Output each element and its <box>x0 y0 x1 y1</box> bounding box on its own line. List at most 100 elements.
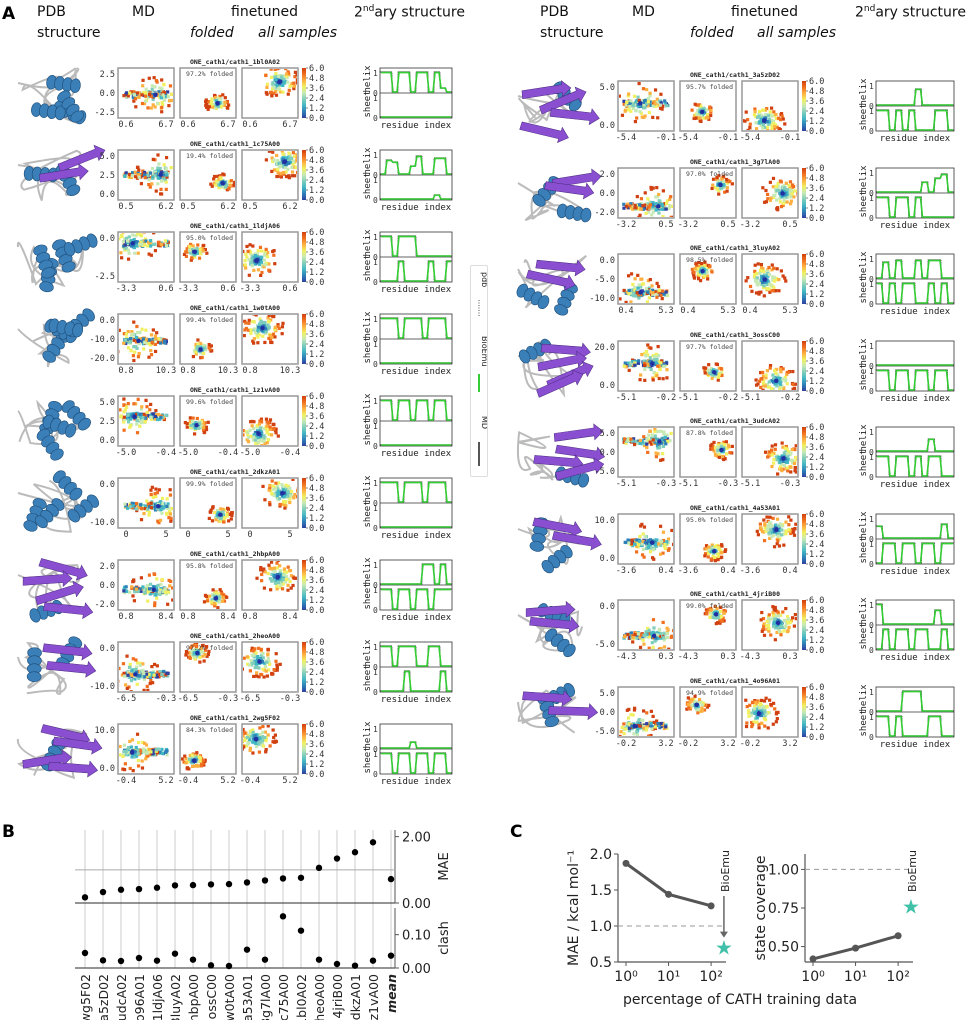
clash-point <box>243 946 251 953</box>
category-label: 3udcA02 <box>114 974 129 1020</box>
x-tick: 8.4 <box>158 612 173 622</box>
ss-tick-one: 1 <box>869 713 874 722</box>
x-tick: -0.3 <box>156 694 176 704</box>
folded-percentage: 95.7% folded <box>686 83 733 91</box>
protein-row: ONE_cath1/cath1_4a53A01 95.0% folded 10.0 0… <box>500 501 960 597</box>
clash-point <box>315 956 323 963</box>
bioemu-line-sheet <box>381 752 451 774</box>
protein-row-svg: ONE_cath1/cath1_1ldjA06 95.0% folded 0.0 -2… <box>16 222 453 295</box>
colorbar-tick: 1.2 <box>309 350 324 360</box>
xtick: 10⁰ <box>614 969 638 985</box>
x-tick: 6.2 <box>220 202 235 212</box>
protein-row-svg: ONE_cath1/cath1_3a5zD02 95.7% folded 5.0 0.… <box>517 71 955 144</box>
colorbar-tick: 6.0 <box>309 146 324 156</box>
x-tick: -3.6 <box>616 566 636 576</box>
x-tick: 10.3 <box>218 366 238 376</box>
bioemu-line-sheet <box>381 260 451 282</box>
colorbar-tick: 3.6 <box>309 84 324 94</box>
x-tick: -6.5 <box>240 694 260 704</box>
ylabel: MAE / kcal mol⁻¹ <box>566 850 582 966</box>
mae-point <box>189 881 197 889</box>
x-tick: -5.4 <box>740 133 760 143</box>
bioemu-line-sheet <box>381 588 451 610</box>
bioemu-line-sheet <box>877 455 953 477</box>
ss-label-sheet: sheet <box>363 418 373 445</box>
row-title: ONE_cath1/cath1_3udcA02 <box>690 417 780 425</box>
ss-label-helix: helix <box>859 164 869 192</box>
header-md-right: MD <box>632 4 655 20</box>
x-tick: -5.1 <box>678 393 698 403</box>
secondary-structure-legend: pdb BioEmu MD <box>470 265 489 477</box>
ss-xlabel: residue index <box>381 777 452 787</box>
colorbar-tick: 3.6 <box>809 97 824 107</box>
panel-label-c: C <box>510 822 523 842</box>
x-tick: 0.8 <box>180 366 195 376</box>
colorbar-tick: 6.0 <box>309 474 324 484</box>
y-tick: 20.0 <box>595 343 615 353</box>
y-tick: 0.0 <box>100 644 115 654</box>
scatter-folded <box>679 253 737 305</box>
ss-tick-one: 1 <box>373 643 378 652</box>
ss-tick-one: 1 <box>373 258 378 267</box>
folded-percentage: 98.5% folded <box>686 256 733 264</box>
colorbar: 6.04.83.62.41.20.0 <box>802 683 824 743</box>
clash-point <box>207 962 215 969</box>
protein-row: ONE_cath1/cath1_1bl0A02 97.2% folded 2.5 0.… <box>0 55 460 146</box>
colorbar-tick: 1.2 <box>809 550 824 560</box>
x-tick: 5.2 <box>282 776 297 786</box>
mae-point <box>225 880 233 888</box>
clash-ylabel: clash <box>437 921 452 955</box>
x-tick: -5.0 <box>178 448 198 458</box>
protein-row: ONE_cath1/cath1_1ldjA06 95.0% folded 0.0 -2… <box>0 219 460 310</box>
protein-row: ONE_cath1/cath1_4jriB00 99.0% folded 0.0 -5… <box>500 587 960 683</box>
bioemu-line-sheet <box>877 715 953 737</box>
ss-tick-zero: 0 <box>869 102 874 111</box>
y-tick: 0.0 <box>100 436 115 446</box>
scatter-md <box>617 685 675 738</box>
row-title: ONE_cath1/cath1_1bl0A02 <box>190 58 280 66</box>
shared-xlabel: percentage of CATH training data <box>623 992 857 1008</box>
x-tick: -4.3 <box>616 652 636 662</box>
ss-tick-one: 1 <box>869 82 874 91</box>
row-title: ONE_cath1/cath1_4a53A01 <box>690 504 780 512</box>
scatter-folded <box>179 641 237 693</box>
ss-tick-zero: 0 <box>869 473 874 482</box>
pdb-structure-image <box>16 233 98 293</box>
ss-xlabel: residue index <box>381 449 452 459</box>
x-tick: -3.2 <box>678 220 698 230</box>
colorbar-tick: 6.0 <box>809 77 824 87</box>
colorbar-tick: 2.4 <box>309 504 324 514</box>
colorbar-tick: 6.0 <box>309 720 324 730</box>
ss-label-sheet: sheet <box>363 500 373 527</box>
ss-label-helix: helix <box>859 337 869 365</box>
y-tick: 0.0 <box>100 316 115 326</box>
clash-point <box>189 956 197 963</box>
y-tick: -5.0 <box>595 275 615 285</box>
clash-point <box>99 957 107 964</box>
protein-row: ONE_cath1/cath1_1w0tA00 99.4% folded 0.0 -1… <box>0 301 460 392</box>
scatter-all <box>741 80 799 132</box>
ss-tick-zero: 0 <box>869 387 874 396</box>
colorbar-tick: 4.8 <box>809 87 824 97</box>
header-pdb-left: PDB <box>37 4 66 20</box>
bioemu-line-helix <box>877 690 953 712</box>
scatter-all <box>741 426 799 478</box>
bioemu-line-helix <box>381 645 451 667</box>
series-point <box>894 932 902 940</box>
colorbar: 6.04.83.62.41.20.0 <box>302 556 324 616</box>
scatter-all <box>241 723 299 775</box>
header-all-samples-right: all samples <box>757 25 837 41</box>
bioemu-line-helix <box>381 155 451 175</box>
bioemu-star: ★ <box>715 936 733 960</box>
colorbar-tick: 6.0 <box>809 423 824 433</box>
x-tick: -6.5 <box>178 694 198 704</box>
bioemu-line-helix <box>381 741 451 749</box>
colorbar-tick: 1.2 <box>809 204 824 214</box>
colorbar-tick: 1.2 <box>809 377 824 387</box>
bioemu-line-sheet <box>877 628 953 650</box>
